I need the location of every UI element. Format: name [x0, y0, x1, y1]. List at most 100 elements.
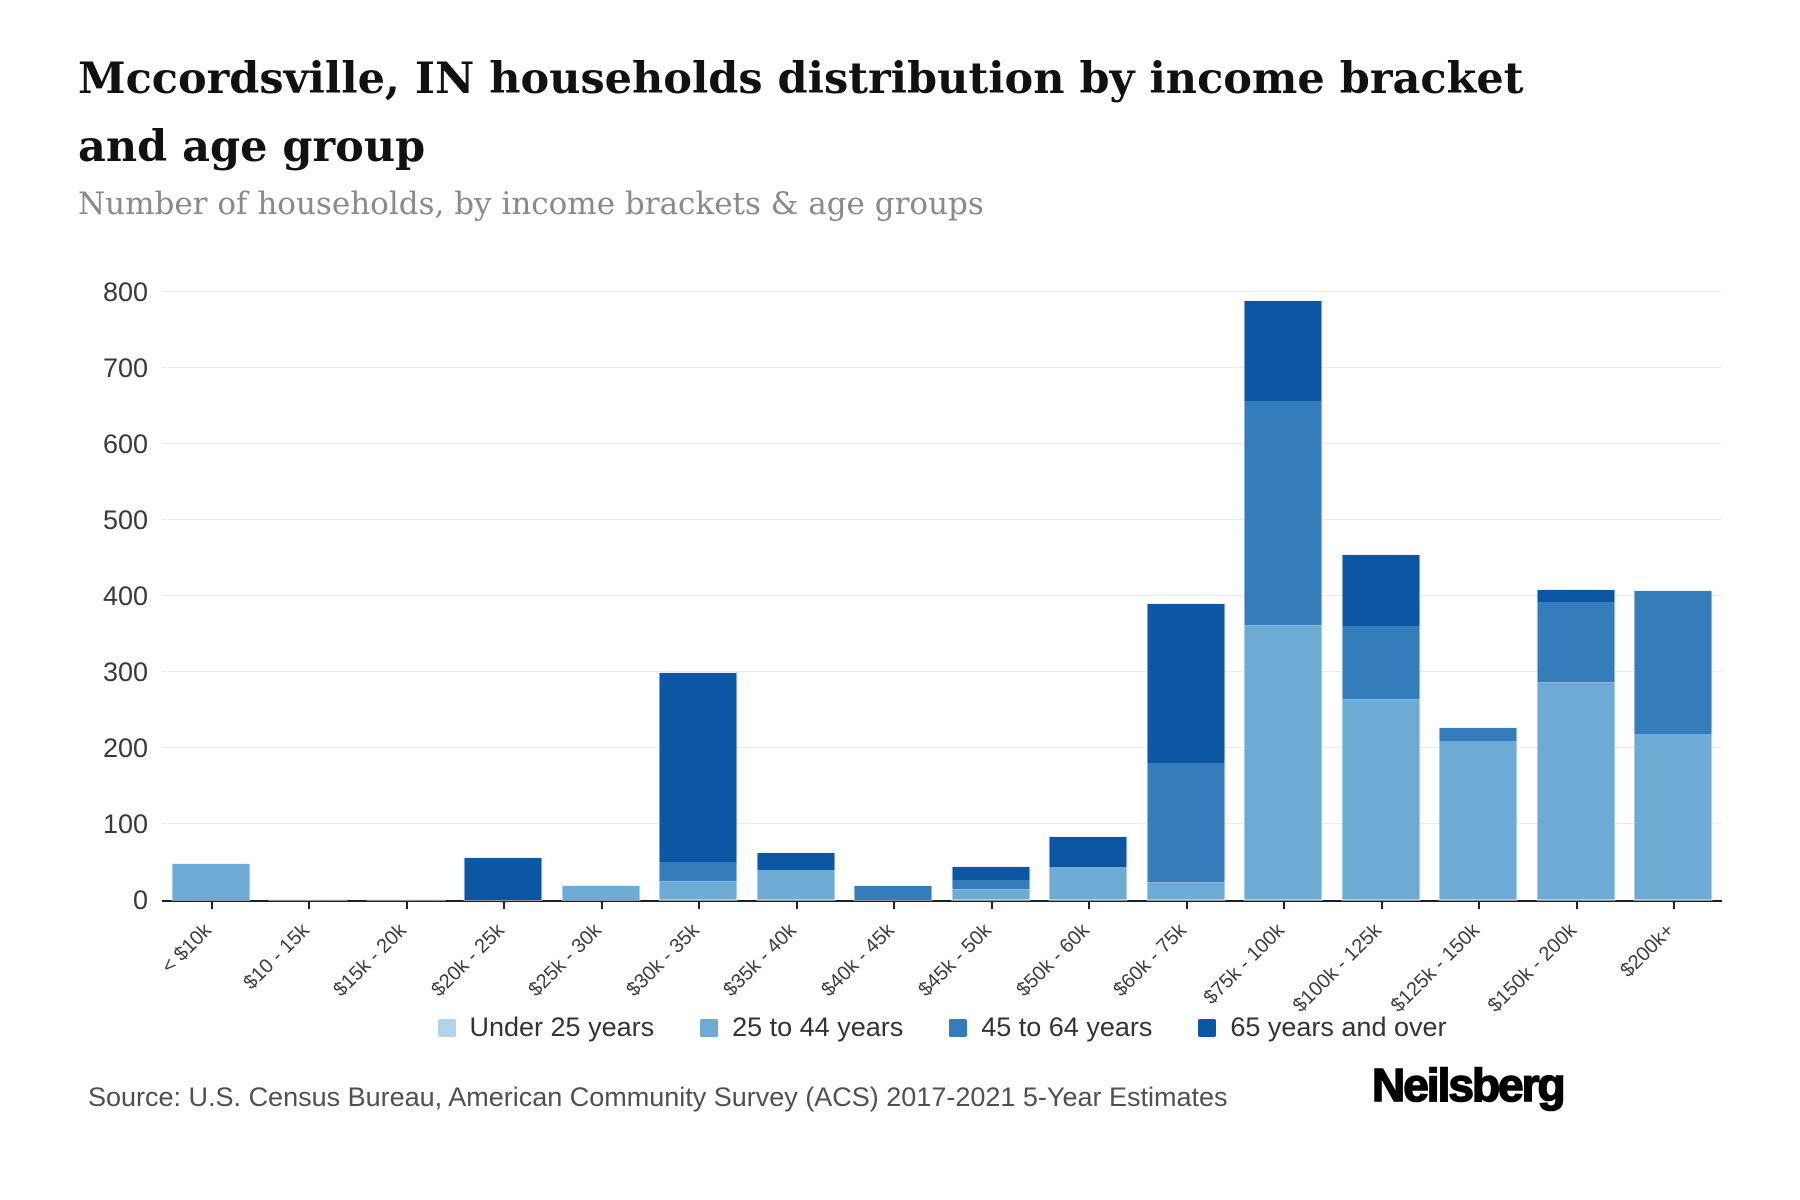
bar-segment: [1049, 836, 1127, 868]
category-slot: $150k - 200k: [1484, 292, 1625, 1017]
category-slot: < $10k: [158, 292, 260, 978]
bar-segment: [1342, 626, 1420, 701]
bar-segment: [757, 870, 835, 900]
bar-segment: [1244, 301, 1322, 402]
bar-segment: [1537, 683, 1615, 900]
bar-segment: [1634, 591, 1712, 734]
bar-segment: [659, 672, 737, 863]
gridline: [162, 443, 1722, 444]
x-axis-tick-label-text: $100k - 125k: [1288, 919, 1387, 1017]
x-axis-tick-label-text: $15k - 20k: [329, 919, 412, 1001]
x-axis-tick: [698, 902, 701, 909]
bar-segment: [659, 881, 737, 900]
y-axis-tick-label: 100: [102, 809, 148, 839]
x-axis-tick-label-text: $35k - 40k: [719, 919, 802, 1001]
category-slot: $75k - 100k: [1199, 292, 1333, 1009]
stacked-bar: [659, 672, 737, 900]
bar-segment: [1439, 741, 1517, 900]
legend-swatch: [1198, 1018, 1217, 1037]
x-axis-tick: [1380, 902, 1383, 909]
gridline: [162, 367, 1722, 368]
x-axis-tick-label-text: $25k - 30k: [524, 919, 607, 1001]
x-axis-tick-label-text: $75k - 100k: [1199, 919, 1289, 1009]
stacked-bar: [1634, 591, 1712, 900]
category-slot: $60k - 75k: [1110, 292, 1235, 1001]
bar-segment: [952, 880, 1030, 891]
x-axis-tick-label-text: $30k - 35k: [622, 919, 704, 1001]
bar-segment: [562, 885, 640, 900]
y-axis-tick-label: 600: [102, 429, 148, 459]
bar-segment: [1342, 700, 1420, 900]
x-axis-tick-label-text: $45k - 50k: [914, 919, 997, 1001]
x-axis-tick: [600, 902, 603, 909]
x-axis-tick: [1673, 902, 1676, 909]
x-axis-tick-label-text: $50k - 60k: [1012, 919, 1094, 1001]
category-slot: $45k - 50k: [915, 292, 1040, 1001]
legend-item: 65 years and over: [1198, 1012, 1447, 1043]
legend-item: 45 to 64 years: [949, 1012, 1152, 1043]
x-axis-tick: [503, 902, 506, 909]
bar-segment: [952, 890, 1030, 900]
x-axis-tick-label-text: $20k - 25k: [427, 919, 509, 1001]
x-axis-tick-label-text: $10 - 15k: [239, 919, 314, 994]
legend-label: 65 years and over: [1230, 1012, 1447, 1042]
bar-segment: [1537, 602, 1615, 684]
legend-label: 45 to 64 years: [981, 1012, 1153, 1042]
x-axis-tick: [795, 902, 798, 909]
category-slot: $15k - 20k: [330, 292, 455, 1001]
bar-segment: [172, 863, 250, 900]
category-slot: $50k - 60k: [1012, 292, 1138, 1001]
gridline: [162, 671, 1722, 672]
category-slot: $35k - 40k: [720, 292, 845, 1001]
bar-segment: [1147, 883, 1225, 900]
bars-row: < $10k $10 - 15k $15k - 20k $20k - 25k $25k …: [158, 292, 1722, 1017]
legend-item: 25 to 44 years: [700, 1012, 903, 1043]
bar-segment: [952, 867, 1030, 881]
x-axis-tick-label-text: $60k - 75k: [1109, 919, 1192, 1001]
stacked-bar: [562, 885, 640, 900]
legend-swatch: [437, 1018, 456, 1037]
legend-label: Under 25 years: [469, 1012, 655, 1042]
category-slot: $100k - 125k: [1289, 292, 1430, 1017]
bar-segment: [1537, 589, 1615, 603]
bar-segment: [464, 858, 542, 900]
legend-swatch: [700, 1018, 719, 1037]
stacked-bar: [854, 885, 932, 900]
gridline: [162, 747, 1722, 748]
x-axis-tick: [308, 902, 311, 909]
x-axis-tick: [210, 902, 213, 909]
stacked-bar: [952, 867, 1030, 900]
stacked-bar: [464, 858, 542, 900]
category-slot: $125k - 150k: [1386, 292, 1528, 1017]
stacked-bar: [1244, 301, 1322, 900]
stacked-bar: [1049, 836, 1127, 900]
x-axis-tick: [893, 902, 896, 909]
category-slot: $25k - 30k: [525, 292, 650, 1001]
y-axis-tick-label: 400: [102, 581, 148, 611]
bar-segment: [1147, 763, 1225, 884]
source-note: Source: U.S. Census Bureau, American Com…: [88, 1082, 1228, 1112]
bar-segment: [854, 885, 932, 900]
x-axis-tick: [1575, 902, 1578, 909]
bar-segment: [1049, 867, 1127, 900]
x-axis-tick-label-text: $200k+: [1616, 919, 1679, 982]
legend-item: Under 25 years: [437, 1012, 655, 1043]
x-axis-tick: [1088, 902, 1091, 909]
bar-segment: [1147, 603, 1225, 764]
gridline: [162, 291, 1722, 292]
gridline: [162, 595, 1722, 596]
x-axis-tick: [990, 902, 993, 909]
plot-area: 0 100 200 300 400 500 600 700 800 < $10k $10 - 15k…: [103, 277, 1722, 1017]
stacked-bar: [1439, 727, 1517, 900]
bar-segment: [757, 852, 835, 871]
x-axis-tick: [1185, 902, 1188, 909]
category-slot: $10 - 15k: [239, 292, 358, 994]
chart-subtitle: Number of households, by income brackets…: [78, 186, 984, 222]
category-slot: $30k - 35k: [622, 292, 748, 1001]
gridline: [162, 519, 1722, 520]
category-slot: $20k - 25k: [427, 292, 553, 1001]
x-axis-tick-label-text: $40k - 45k: [817, 919, 899, 1001]
legend: Under 25 years 25 to 44 years 45 to 64 yea…: [162, 1012, 1722, 1043]
bar-segment: [1342, 554, 1420, 627]
